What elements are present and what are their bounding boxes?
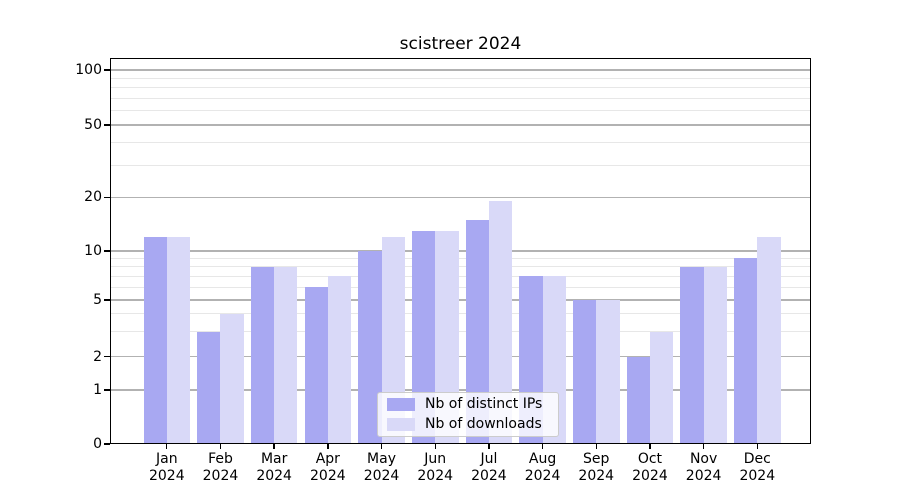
gridline-major — [111, 124, 810, 126]
x-tick-mark — [327, 444, 329, 449]
x-tick-mark — [488, 444, 490, 449]
bar-distinct-ips — [680, 266, 704, 443]
y-tick-mark — [104, 69, 110, 71]
gridline-major — [111, 299, 810, 301]
y-tick-label: 5 — [93, 292, 102, 308]
gridline-minor — [111, 87, 810, 89]
gridline-minor — [111, 97, 810, 99]
bar-distinct-ips — [358, 251, 382, 443]
gridline-minor — [111, 331, 810, 333]
x-tick-label: May 2024 — [363, 451, 400, 484]
y-tick-label: 50 — [84, 117, 102, 133]
bar-downloads — [703, 266, 727, 443]
gridline-minor — [111, 275, 810, 277]
bar-distinct-ips — [304, 287, 328, 443]
gridline-major — [111, 196, 810, 198]
gridline-minor — [111, 77, 810, 79]
y-tick-label: 1 — [93, 382, 102, 398]
gridline-major — [111, 356, 810, 358]
gridline-minor — [111, 110, 810, 112]
bar-downloads — [435, 230, 459, 443]
y-tick-mark — [104, 389, 110, 391]
y-tick-mark — [104, 196, 110, 198]
y-tick-label: 20 — [84, 189, 102, 206]
x-tick-label: Aug 2024 — [524, 451, 561, 484]
y-tick-mark — [104, 250, 110, 252]
x-tick-mark — [649, 444, 651, 449]
x-tick-mark — [541, 444, 544, 449]
bar-downloads — [274, 266, 298, 443]
legend-label-downloads: Nb of downloads — [425, 416, 542, 432]
x-tick-mark — [219, 444, 222, 449]
bar-downloads — [220, 313, 244, 443]
legend-item-downloads: Nb of downloads — [378, 417, 558, 432]
legend-item-distinct-ips: Nb of distinct IPs — [378, 397, 558, 412]
x-tick-label: Jun 2024 — [417, 451, 454, 484]
legend-swatch-downloads — [387, 418, 415, 431]
y-tick-label: 10 — [84, 243, 102, 259]
bar-downloads — [649, 331, 674, 443]
y-tick-label: 100 — [75, 62, 102, 78]
x-tick-mark — [434, 444, 436, 449]
x-tick-label: Apr 2024 — [310, 451, 346, 484]
legend-swatch-distinct-ips — [387, 398, 415, 411]
x-tick-label: Dec 2024 — [739, 451, 776, 484]
gridline-major — [111, 69, 810, 71]
bar-downloads — [596, 300, 620, 443]
gridline-major — [111, 389, 810, 391]
gridline-minor — [111, 142, 810, 144]
bar-distinct-ips — [197, 331, 221, 443]
x-tick-label: Nov 2024 — [685, 451, 722, 484]
x-tick-mark — [595, 444, 597, 449]
x-tick-label: Mar 2024 — [256, 451, 292, 484]
gridline-major — [111, 250, 810, 252]
bar-distinct-ips — [572, 300, 597, 443]
bar-downloads — [757, 236, 781, 443]
x-tick-label: Sep 2024 — [578, 451, 615, 484]
bar-downloads — [381, 236, 405, 443]
x-tick-mark — [380, 444, 383, 449]
bar-distinct-ips — [465, 219, 489, 443]
x-tick-label: Oct 2024 — [632, 451, 668, 484]
bar-distinct-ips — [626, 356, 650, 443]
y-tick-mark — [104, 356, 110, 358]
legend: Nb of distinct IPs Nb of downloads — [377, 392, 559, 437]
gridline-minor — [111, 286, 810, 288]
gridline-minor — [111, 257, 810, 259]
x-tick-mark — [756, 444, 758, 449]
x-tick-label: Feb 2024 — [202, 451, 239, 484]
bar-downloads — [327, 276, 352, 443]
bar-distinct-ips — [411, 230, 436, 443]
bar-downloads — [488, 201, 513, 443]
gridline-minor — [111, 164, 810, 166]
y-tick-label: 2 — [93, 348, 102, 365]
legend-label-distinct-ips: Nb of distinct IPs — [425, 396, 543, 412]
y-tick-label: 0 — [93, 436, 102, 452]
bar-distinct-ips — [734, 258, 758, 443]
x-tick-label: Jul 2024 — [471, 451, 507, 484]
bar-distinct-ips — [250, 266, 275, 443]
x-tick-mark — [166, 444, 168, 449]
x-tick-mark — [702, 444, 705, 449]
bar-distinct-ips — [143, 236, 167, 443]
chart-title: scistreer 2024 — [399, 34, 522, 54]
gridline-minor — [111, 266, 810, 268]
x-tick-label: Jan 2024 — [148, 451, 185, 484]
y-tick-mark — [104, 443, 110, 445]
y-tick-mark — [104, 299, 110, 301]
gridline-minor — [111, 313, 810, 315]
bar-downloads — [166, 236, 191, 443]
x-tick-mark — [273, 444, 275, 449]
y-tick-mark — [104, 124, 110, 126]
